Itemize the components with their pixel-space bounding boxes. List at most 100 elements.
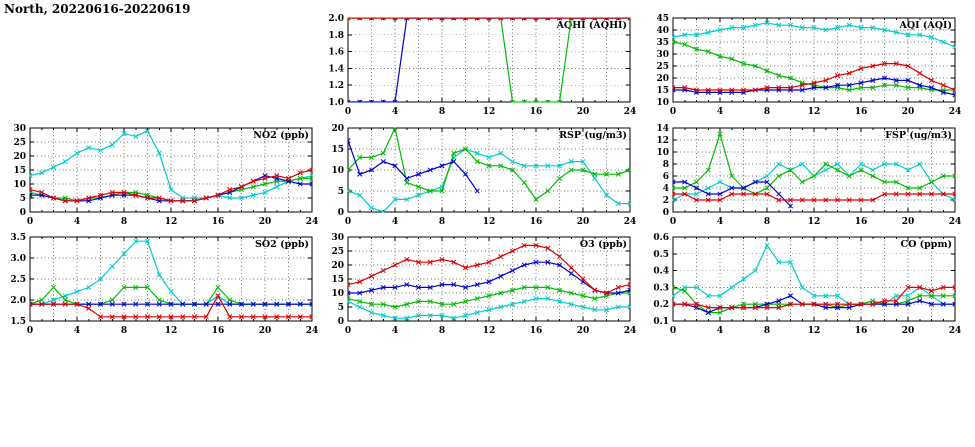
series-line-cyan	[347, 296, 631, 321]
series-line-cyan	[672, 242, 956, 307]
svg-text:3.5: 3.5	[10, 233, 26, 243]
svg-text:10: 10	[656, 98, 669, 108]
series-line-red	[29, 167, 313, 204]
svg-text:2: 2	[663, 196, 669, 206]
series-line-green	[672, 39, 956, 93]
svg-text:20: 20	[331, 124, 344, 134]
x-axis-labels: 0 4 8 12 16 20 24	[27, 217, 318, 227]
y-axis-labels: 10 15 20 25 30 35 40 45	[656, 14, 669, 108]
svg-text:12: 12	[165, 217, 178, 227]
svg-text:2.0: 2.0	[328, 14, 344, 24]
svg-text:12: 12	[483, 326, 496, 336]
svg-text:4: 4	[717, 326, 723, 336]
svg-text:16: 16	[855, 217, 868, 227]
series-line-red	[347, 17, 631, 21]
svg-text:20: 20	[577, 107, 590, 117]
plot-frame	[672, 236, 956, 322]
svg-text:0.4: 0.4	[653, 267, 669, 277]
svg-text:24: 24	[624, 107, 637, 117]
svg-text:1.6: 1.6	[328, 48, 344, 58]
svg-text:15: 15	[331, 275, 344, 285]
svg-text:4: 4	[392, 107, 398, 117]
svg-text:25: 25	[656, 62, 669, 72]
chart-fsp: 0 2 4 6 8 10 12 14 0 4 8 12 16 20 24 FSP (ug/m3)	[643, 124, 965, 228]
svg-text:24: 24	[949, 217, 962, 227]
svg-text:16: 16	[530, 326, 543, 336]
svg-text:4: 4	[717, 217, 723, 227]
svg-text:30: 30	[13, 124, 26, 134]
svg-text:5: 5	[338, 303, 344, 313]
svg-text:8: 8	[764, 326, 770, 336]
svg-text:5: 5	[20, 194, 26, 204]
series-line-red	[672, 191, 956, 203]
chart-aqi: 10 15 20 25 30 35 40 45 0 4 8 12 16 20 24 AQI (AQI)	[643, 14, 965, 118]
svg-text:20: 20	[577, 326, 590, 336]
svg-text:16: 16	[212, 217, 225, 227]
svg-text:25: 25	[331, 247, 344, 257]
svg-text:1.8: 1.8	[328, 31, 344, 41]
chart-so2: 1.5 2.0 2.5 3.0 3.5 0 4 8 12 16 20 24 SO2 (ppb)	[0, 233, 322, 337]
series-line-red	[29, 293, 313, 320]
svg-text:15: 15	[656, 86, 669, 96]
svg-text:8: 8	[764, 217, 770, 227]
svg-text:4: 4	[74, 217, 80, 227]
svg-text:1.5: 1.5	[10, 317, 26, 327]
y-axis-labels: 1.5 2.0 2.5 3.0 3.5	[10, 233, 26, 327]
svg-text:0: 0	[670, 217, 676, 227]
plot-frame	[672, 17, 956, 103]
chart-o3: 0 5 10 15 20 25 30 0 4 8 12 16 20 24 O3 (ppb)	[318, 233, 640, 337]
svg-text:8: 8	[764, 107, 770, 117]
svg-text:45: 45	[656, 14, 669, 24]
plot-grid	[30, 128, 312, 212]
svg-text:16: 16	[530, 217, 543, 227]
chart-canvas-no2: 0 5 10 15 20 25 30 0 4 8 12 16 20 24 NO2 (ppb)	[13, 124, 318, 227]
chart-co: 0.1 0.2 0.3 0.4 0.5 0.6 0 4 8 12 16 20 24 CO (ppm)	[643, 233, 965, 337]
chart-title: FSP (ug/m3)	[885, 130, 952, 141]
svg-text:12: 12	[808, 107, 821, 117]
svg-text:30: 30	[656, 50, 669, 60]
svg-text:24: 24	[306, 326, 319, 336]
series-line-blue	[347, 138, 480, 194]
series-line-red	[347, 242, 631, 296]
svg-text:0.5: 0.5	[653, 250, 669, 260]
plot-frame	[672, 127, 956, 213]
svg-text:24: 24	[624, 217, 637, 227]
svg-text:12: 12	[483, 217, 496, 227]
chart-canvas-o3: 0 5 10 15 20 25 30 0 4 8 12 16 20 24 O3 (ppb)	[331, 233, 636, 336]
svg-text:0: 0	[27, 217, 33, 227]
plot-frame	[29, 236, 313, 322]
x-axis-labels: 0 4 8 12 16 20 24	[670, 326, 961, 336]
x-axis-labels: 0 4 8 12 16 20 24	[345, 217, 636, 227]
svg-text:15: 15	[13, 166, 26, 176]
svg-text:8: 8	[439, 107, 445, 117]
x-axis-labels: 0 4 8 12 16 20 24	[345, 107, 636, 117]
svg-text:3.0: 3.0	[10, 254, 26, 264]
svg-text:20: 20	[902, 326, 915, 336]
svg-text:8: 8	[121, 326, 127, 336]
x-axis-labels: 0 4 8 12 16 20 24	[670, 107, 961, 117]
chart-title: CO (ppm)	[901, 239, 952, 250]
chart-title: AQI (AQI)	[899, 20, 952, 31]
svg-text:12: 12	[483, 107, 496, 117]
svg-text:0: 0	[345, 107, 351, 117]
svg-text:2.5: 2.5	[10, 275, 26, 285]
y-axis-labels: 0.1 0.2 0.3 0.4 0.5 0.6	[653, 233, 669, 327]
page-title: North, 20220616-20220619	[4, 2, 191, 16]
svg-text:24: 24	[306, 217, 319, 227]
svg-text:15: 15	[331, 145, 344, 155]
series-line-green	[347, 127, 631, 202]
svg-text:25: 25	[13, 138, 26, 148]
svg-text:0: 0	[670, 326, 676, 336]
series-line-blue	[347, 259, 631, 296]
svg-text:4: 4	[717, 107, 723, 117]
svg-text:8: 8	[663, 160, 669, 170]
svg-text:10: 10	[656, 148, 669, 158]
chart-canvas-co: 0.1 0.2 0.3 0.4 0.5 0.6 0 4 8 12 16 20 24 CO (ppm)	[653, 233, 961, 336]
y-axis-labels: 0 5 10 15 20 25 30	[331, 233, 344, 327]
svg-text:6: 6	[663, 172, 669, 182]
svg-text:20: 20	[259, 217, 272, 227]
x-axis-labels: 0 4 8 12 16 20 24	[27, 326, 318, 336]
svg-text:0: 0	[20, 208, 26, 218]
